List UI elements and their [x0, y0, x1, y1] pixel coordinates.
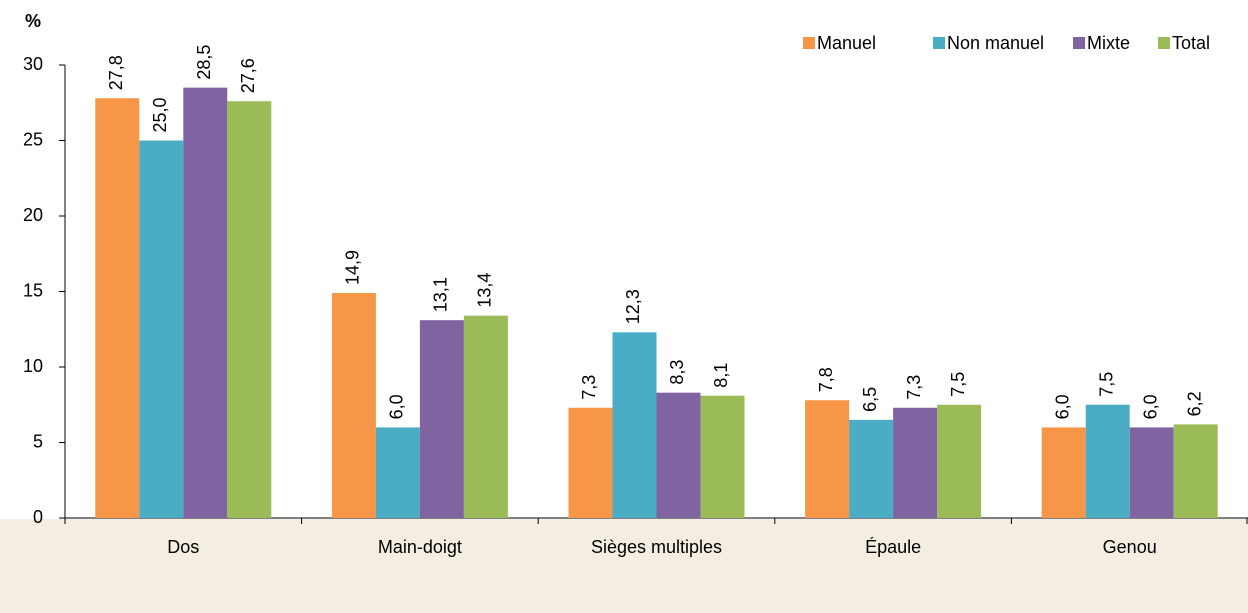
bar: [893, 407, 938, 518]
value-label: 27,6: [238, 58, 258, 93]
value-label: 6,0: [1052, 394, 1072, 419]
value-label: 28,5: [194, 45, 214, 80]
value-label: 8,1: [711, 363, 731, 388]
value-label: 8,3: [667, 360, 687, 385]
legend-swatch: [1158, 37, 1170, 49]
legend-label: Mixte: [1087, 33, 1130, 53]
bar: [849, 419, 894, 518]
y-tick-label: 5: [33, 431, 43, 451]
y-tick-label: 0: [33, 507, 43, 527]
legend-label: Total: [1172, 33, 1210, 53]
legend-swatch: [1073, 37, 1085, 49]
value-label: 6,2: [1184, 391, 1204, 416]
value-label: 7,5: [948, 372, 968, 397]
bar: [1173, 424, 1218, 518]
y-tick-label: 25: [23, 129, 43, 149]
y-tick-label: 15: [23, 280, 43, 300]
bar: [1085, 404, 1130, 518]
legend-label: Non manuel: [947, 33, 1044, 53]
bar: [612, 332, 657, 518]
bar: [700, 395, 745, 518]
bar: [375, 427, 420, 518]
y-tick-label: 30: [23, 54, 43, 74]
bar: [139, 140, 184, 518]
x-tick-label: Main-doigt: [378, 537, 462, 557]
value-label: 25,0: [150, 97, 170, 132]
bar: [656, 392, 701, 518]
bar: [1041, 427, 1086, 518]
value-label: 6,0: [1140, 394, 1160, 419]
value-label: 12,3: [623, 289, 643, 324]
value-label: 7,3: [904, 375, 924, 400]
value-label: 7,8: [816, 367, 836, 392]
bar: [227, 101, 272, 519]
value-label: 7,3: [579, 375, 599, 400]
y-tick-label: 10: [23, 356, 43, 376]
x-tick-label: Dos: [167, 537, 199, 557]
legend-swatch: [803, 37, 815, 49]
bar: [805, 400, 850, 518]
x-tick-label: Genou: [1103, 537, 1157, 557]
value-label: 27,8: [106, 55, 126, 90]
value-label: 13,4: [475, 273, 495, 308]
footer-band: [0, 519, 1248, 613]
x-tick-label: Épaule: [865, 537, 921, 557]
bar: [1129, 427, 1174, 518]
y-tick-label: 20: [23, 205, 43, 225]
value-label: 14,9: [343, 250, 363, 285]
value-label: 13,1: [431, 277, 451, 312]
bar: [331, 293, 376, 518]
value-label: 6,5: [860, 387, 880, 412]
y-axis-label: %: [25, 11, 41, 31]
legend-label: Manuel: [817, 33, 876, 53]
legend-swatch: [933, 37, 945, 49]
bar: [568, 407, 613, 518]
bar: [183, 87, 228, 519]
bar: [937, 404, 982, 518]
bar: [419, 320, 464, 518]
x-tick-label: Sièges multiples: [591, 537, 722, 557]
value-label: 7,5: [1096, 372, 1116, 397]
value-label: 6,0: [387, 394, 407, 419]
bar: [95, 98, 140, 518]
bar: [463, 315, 508, 518]
